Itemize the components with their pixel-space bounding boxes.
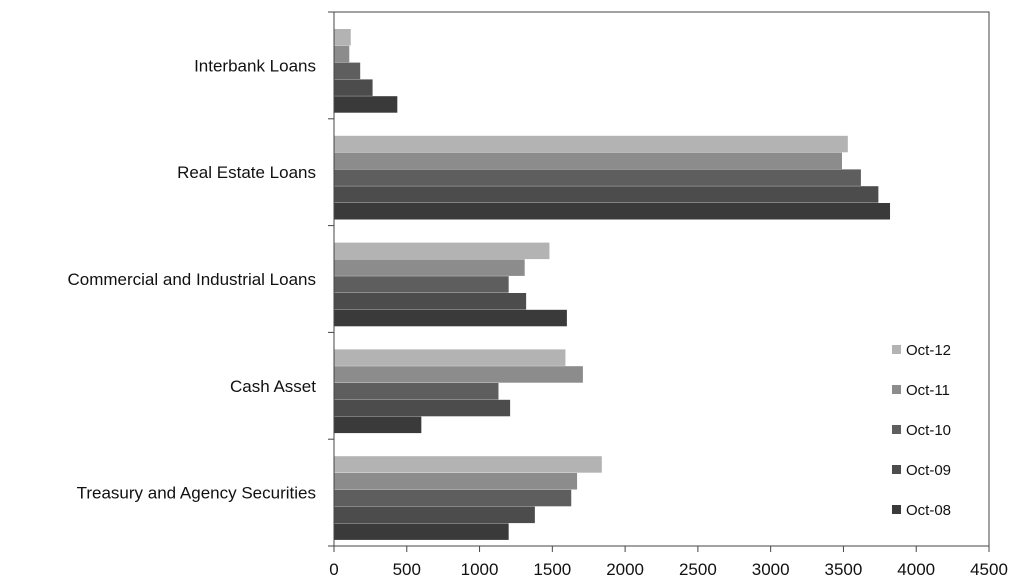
- x-tick-labels: 0 500 1000 1500 2000 2500 3000 3500 4000 4500: [329, 560, 1008, 579]
- bar-oct-12-2: [334, 242, 550, 260]
- bar-oct-12-0: [334, 29, 351, 46]
- x-tick-label: 500: [393, 560, 421, 579]
- category-label: Commercial and Industrial Loans: [67, 270, 316, 289]
- category-label: Interbank Loans: [194, 56, 316, 75]
- x-tick-label: 4500: [970, 560, 1008, 579]
- legend-label: Oct-10: [906, 422, 951, 439]
- x-tick-label: 4000: [897, 560, 935, 579]
- category-label: Real Estate Loans: [177, 163, 316, 182]
- category-label: Cash Asset: [230, 377, 316, 396]
- legend-label: Oct-09: [906, 462, 951, 479]
- bar-oct-10-3: [334, 383, 499, 400]
- bars-group: [334, 29, 891, 540]
- x-tick-label: 0: [329, 560, 338, 579]
- legend-swatch-oct-08: [892, 505, 901, 514]
- legend-label: Oct-12: [906, 342, 951, 359]
- bar-oct-09-1: [334, 186, 879, 203]
- bar-oct-12-4: [334, 456, 602, 473]
- x-tick-label: 3000: [752, 560, 790, 579]
- legend-label: Oct-11: [906, 382, 950, 399]
- x-tick-label: 2000: [606, 560, 644, 579]
- x-tick-label: 3500: [825, 560, 863, 579]
- bar-oct-08-4: [334, 523, 509, 540]
- legend-label: Oct-08: [906, 502, 951, 519]
- bar-oct-12-3: [334, 349, 566, 366]
- bar-oct-08-2: [334, 309, 567, 327]
- bar-oct-09-3: [334, 399, 511, 417]
- bar-oct-09-0: [334, 79, 373, 96]
- bar-oct-09-2: [334, 293, 527, 310]
- bar-oct-10-1: [334, 169, 861, 186]
- bar-oct-10-0: [334, 62, 361, 80]
- x-tick-label: 1500: [533, 560, 571, 579]
- x-tick-label: 2500: [679, 560, 717, 579]
- legend-swatch-oct-12: [892, 345, 901, 354]
- legend-swatch-oct-11: [892, 385, 901, 394]
- x-tick-label: 1000: [461, 560, 499, 579]
- bar-oct-11-2: [334, 259, 525, 276]
- bar-oct-11-1: [334, 152, 842, 170]
- legend: Oct-12 Oct-11 Oct-10 Oct-09 Oct-08: [892, 342, 951, 519]
- bar-oct-11-0: [334, 45, 350, 63]
- bar-oct-08-3: [334, 416, 422, 434]
- legend-swatch-oct-09: [892, 465, 901, 474]
- bar-oct-08-0: [334, 96, 398, 113]
- plot-frame: [333, 11, 990, 547]
- bar-oct-11-3: [334, 366, 583, 383]
- bar-oct-10-2: [334, 276, 509, 293]
- bar-oct-09-4: [334, 506, 535, 524]
- bar-oct-10-4: [334, 489, 572, 507]
- bar-oct-11-4: [334, 473, 578, 490]
- category-label: Treasury and Agency Securities: [77, 484, 316, 503]
- legend-swatch-oct-10: [892, 425, 901, 434]
- axes-group: [328, 11, 990, 552]
- category-labels: Interbank Loans Real Estate Loans Commerci…: [67, 56, 316, 502]
- bar-oct-12-1: [334, 135, 848, 153]
- bar-oct-08-1: [334, 203, 891, 220]
